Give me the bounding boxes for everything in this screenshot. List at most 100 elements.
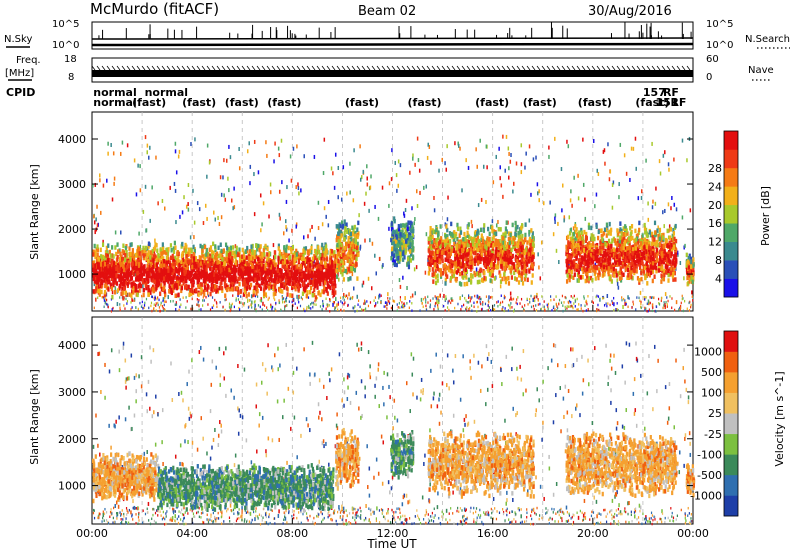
scatter-echo bbox=[637, 196, 640, 201]
near-range-echo bbox=[425, 308, 428, 312]
backscatter-cell bbox=[291, 275, 295, 281]
near-range-echo bbox=[665, 300, 667, 304]
backscatter-cell bbox=[228, 277, 231, 283]
scatter-echo bbox=[404, 296, 406, 301]
near-range-echo bbox=[283, 300, 286, 304]
near-range-echo bbox=[255, 309, 257, 313]
backscatter-cell bbox=[233, 253, 236, 259]
backscatter-cell bbox=[210, 257, 213, 262]
backscatter-cell bbox=[395, 235, 398, 240]
backscatter-cell bbox=[278, 256, 281, 261]
near-range-echo bbox=[526, 297, 528, 301]
near-range-echo bbox=[340, 308, 342, 312]
near-range-echo bbox=[126, 299, 129, 303]
near-range-echo bbox=[161, 305, 164, 308]
near-range-echo bbox=[155, 309, 157, 312]
near-range-echo bbox=[230, 308, 232, 311]
backscatter-cell bbox=[173, 271, 176, 276]
near-range-echo bbox=[530, 305, 533, 309]
scatter-echo bbox=[107, 151, 109, 156]
near-range-echo bbox=[254, 300, 256, 303]
scatter-echo bbox=[651, 205, 654, 210]
backscatter-cell bbox=[406, 256, 410, 262]
cpid-label-item: normal bbox=[93, 96, 136, 109]
nave-tick-mark bbox=[96, 65, 101, 71]
backscatter-cell bbox=[165, 273, 168, 278]
scatter-echo bbox=[577, 173, 579, 178]
backscatter-cell bbox=[255, 254, 258, 259]
near-range-echo bbox=[562, 304, 564, 307]
near-range-echo bbox=[228, 302, 231, 306]
near-range-echo bbox=[446, 306, 449, 309]
backscatter-cell bbox=[168, 272, 172, 278]
near-range-echo bbox=[367, 304, 370, 308]
nave-tick-mark bbox=[261, 65, 266, 71]
backscatter-cell bbox=[393, 245, 396, 250]
backscatter-cell bbox=[122, 264, 125, 269]
scatter-echo bbox=[187, 207, 190, 212]
backscatter-cell bbox=[401, 223, 405, 228]
near-range-echo bbox=[425, 298, 427, 301]
backscatter-cell bbox=[112, 265, 115, 270]
backscatter-cell bbox=[341, 225, 344, 230]
backscatter-cell bbox=[293, 250, 296, 256]
backscatter-cell bbox=[311, 292, 314, 298]
scatter-echo bbox=[572, 226, 575, 231]
backscatter-cell bbox=[111, 294, 114, 300]
nsearch-label: N.Search bbox=[745, 34, 790, 45]
nave-tick-mark bbox=[491, 65, 496, 71]
scatter-echo bbox=[139, 244, 142, 249]
backscatter-cell bbox=[151, 287, 154, 292]
backscatter-cell bbox=[146, 252, 149, 258]
near-range-echo bbox=[640, 300, 642, 304]
backscatter-cell bbox=[274, 254, 277, 260]
backscatter-cell bbox=[137, 273, 141, 278]
near-range-echo bbox=[570, 300, 572, 304]
scatter-echo bbox=[110, 142, 112, 147]
scatter-echo bbox=[335, 297, 337, 302]
backscatter-cell bbox=[122, 279, 125, 285]
backscatter-cell bbox=[511, 222, 514, 228]
backscatter-cell bbox=[272, 255, 276, 260]
scatter-echo bbox=[595, 192, 598, 197]
backscatter-cell bbox=[142, 271, 146, 277]
backscatter-cell bbox=[96, 244, 99, 249]
near-range-echo bbox=[429, 299, 432, 302]
backscatter-cell bbox=[130, 293, 133, 298]
backscatter-cell bbox=[271, 265, 275, 270]
backscatter-cell bbox=[145, 285, 148, 291]
cpid-label-item: normal bbox=[145, 86, 188, 99]
scatter-echo bbox=[169, 185, 171, 190]
backscatter-cell bbox=[335, 268, 338, 274]
near-range-echo bbox=[97, 296, 99, 300]
backscatter-cell bbox=[229, 271, 232, 276]
scatter-echo bbox=[135, 192, 138, 197]
near-range-echo bbox=[419, 309, 421, 312]
near-range-echo bbox=[285, 299, 287, 303]
scatter-echo bbox=[505, 134, 508, 139]
near-range-echo bbox=[437, 307, 439, 311]
backscatter-cell bbox=[122, 260, 125, 266]
scatter-echo bbox=[332, 171, 334, 176]
near-range-echo bbox=[247, 306, 250, 309]
backscatter-cell bbox=[293, 282, 296, 287]
backscatter-cell bbox=[351, 232, 355, 237]
near-range-echo bbox=[470, 297, 472, 301]
nave-tick-mark bbox=[316, 65, 321, 71]
scatter-echo bbox=[206, 174, 208, 179]
near-range-echo bbox=[198, 298, 200, 302]
scatter-echo bbox=[230, 198, 233, 203]
near-range-echo bbox=[621, 298, 623, 302]
near-range-echo bbox=[384, 305, 387, 308]
backscatter-cell bbox=[123, 286, 126, 291]
near-range-echo bbox=[356, 309, 358, 313]
near-range-echo bbox=[174, 303, 176, 306]
backscatter-cell bbox=[209, 266, 212, 272]
backscatter-cell bbox=[205, 267, 208, 272]
nave-tick-mark bbox=[636, 65, 641, 71]
backscatter-cell bbox=[118, 275, 121, 280]
backscatter-cell bbox=[283, 249, 286, 255]
near-range-echo bbox=[143, 304, 146, 307]
nave-tick-mark bbox=[466, 65, 471, 71]
backscatter-cell bbox=[202, 289, 205, 294]
